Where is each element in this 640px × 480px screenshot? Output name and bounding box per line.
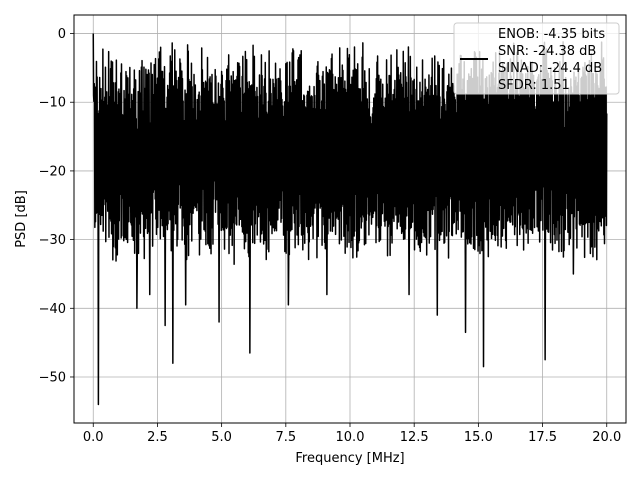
y-tick-label: −40 [39,302,66,317]
y-tick-label: −20 [39,164,66,179]
x-tick-label: 7.5 [275,430,296,445]
y-axis-label: PSD [dB] [14,190,29,248]
legend-line-snr: SNR: -24.38 dB [498,44,596,59]
x-tick-label: 15.0 [464,430,493,445]
x-tick-label: 12.5 [400,430,429,445]
x-tick-label: 17.5 [528,430,557,445]
legend-line-sinad: SINAD: -24.4 dB [498,61,602,76]
y-tick-label: −10 [39,96,66,111]
x-axis-label: Frequency [MHz] [295,451,404,466]
plot-area [92,33,608,406]
y-tick-label: −50 [39,370,66,385]
series-line-psd [92,33,608,406]
axis-ticks: 0.0 2.5 5.0 7.5 10.0 12.5 15.0 17.5 20.0 0 −10 −20 −… [39,27,622,445]
x-tick-label: 0.0 [83,430,104,445]
legend-box [453,22,620,95]
y-tick-label: 0 [58,27,66,42]
x-tick-label: 2.5 [147,430,168,445]
legend: ENOB: -4.35 bits SNR: -24.38 dB SINAD: -… [453,22,620,95]
x-tick-label: 20.0 [592,430,621,445]
x-tick-label: 10.0 [336,430,365,445]
x-tick-label: 5.0 [211,430,232,445]
legend-line-enob: ENOB: -4.35 bits [498,27,605,42]
y-tick-label: −30 [39,233,66,248]
legend-line-sfdr: SFDR: 1.51 [498,78,570,93]
